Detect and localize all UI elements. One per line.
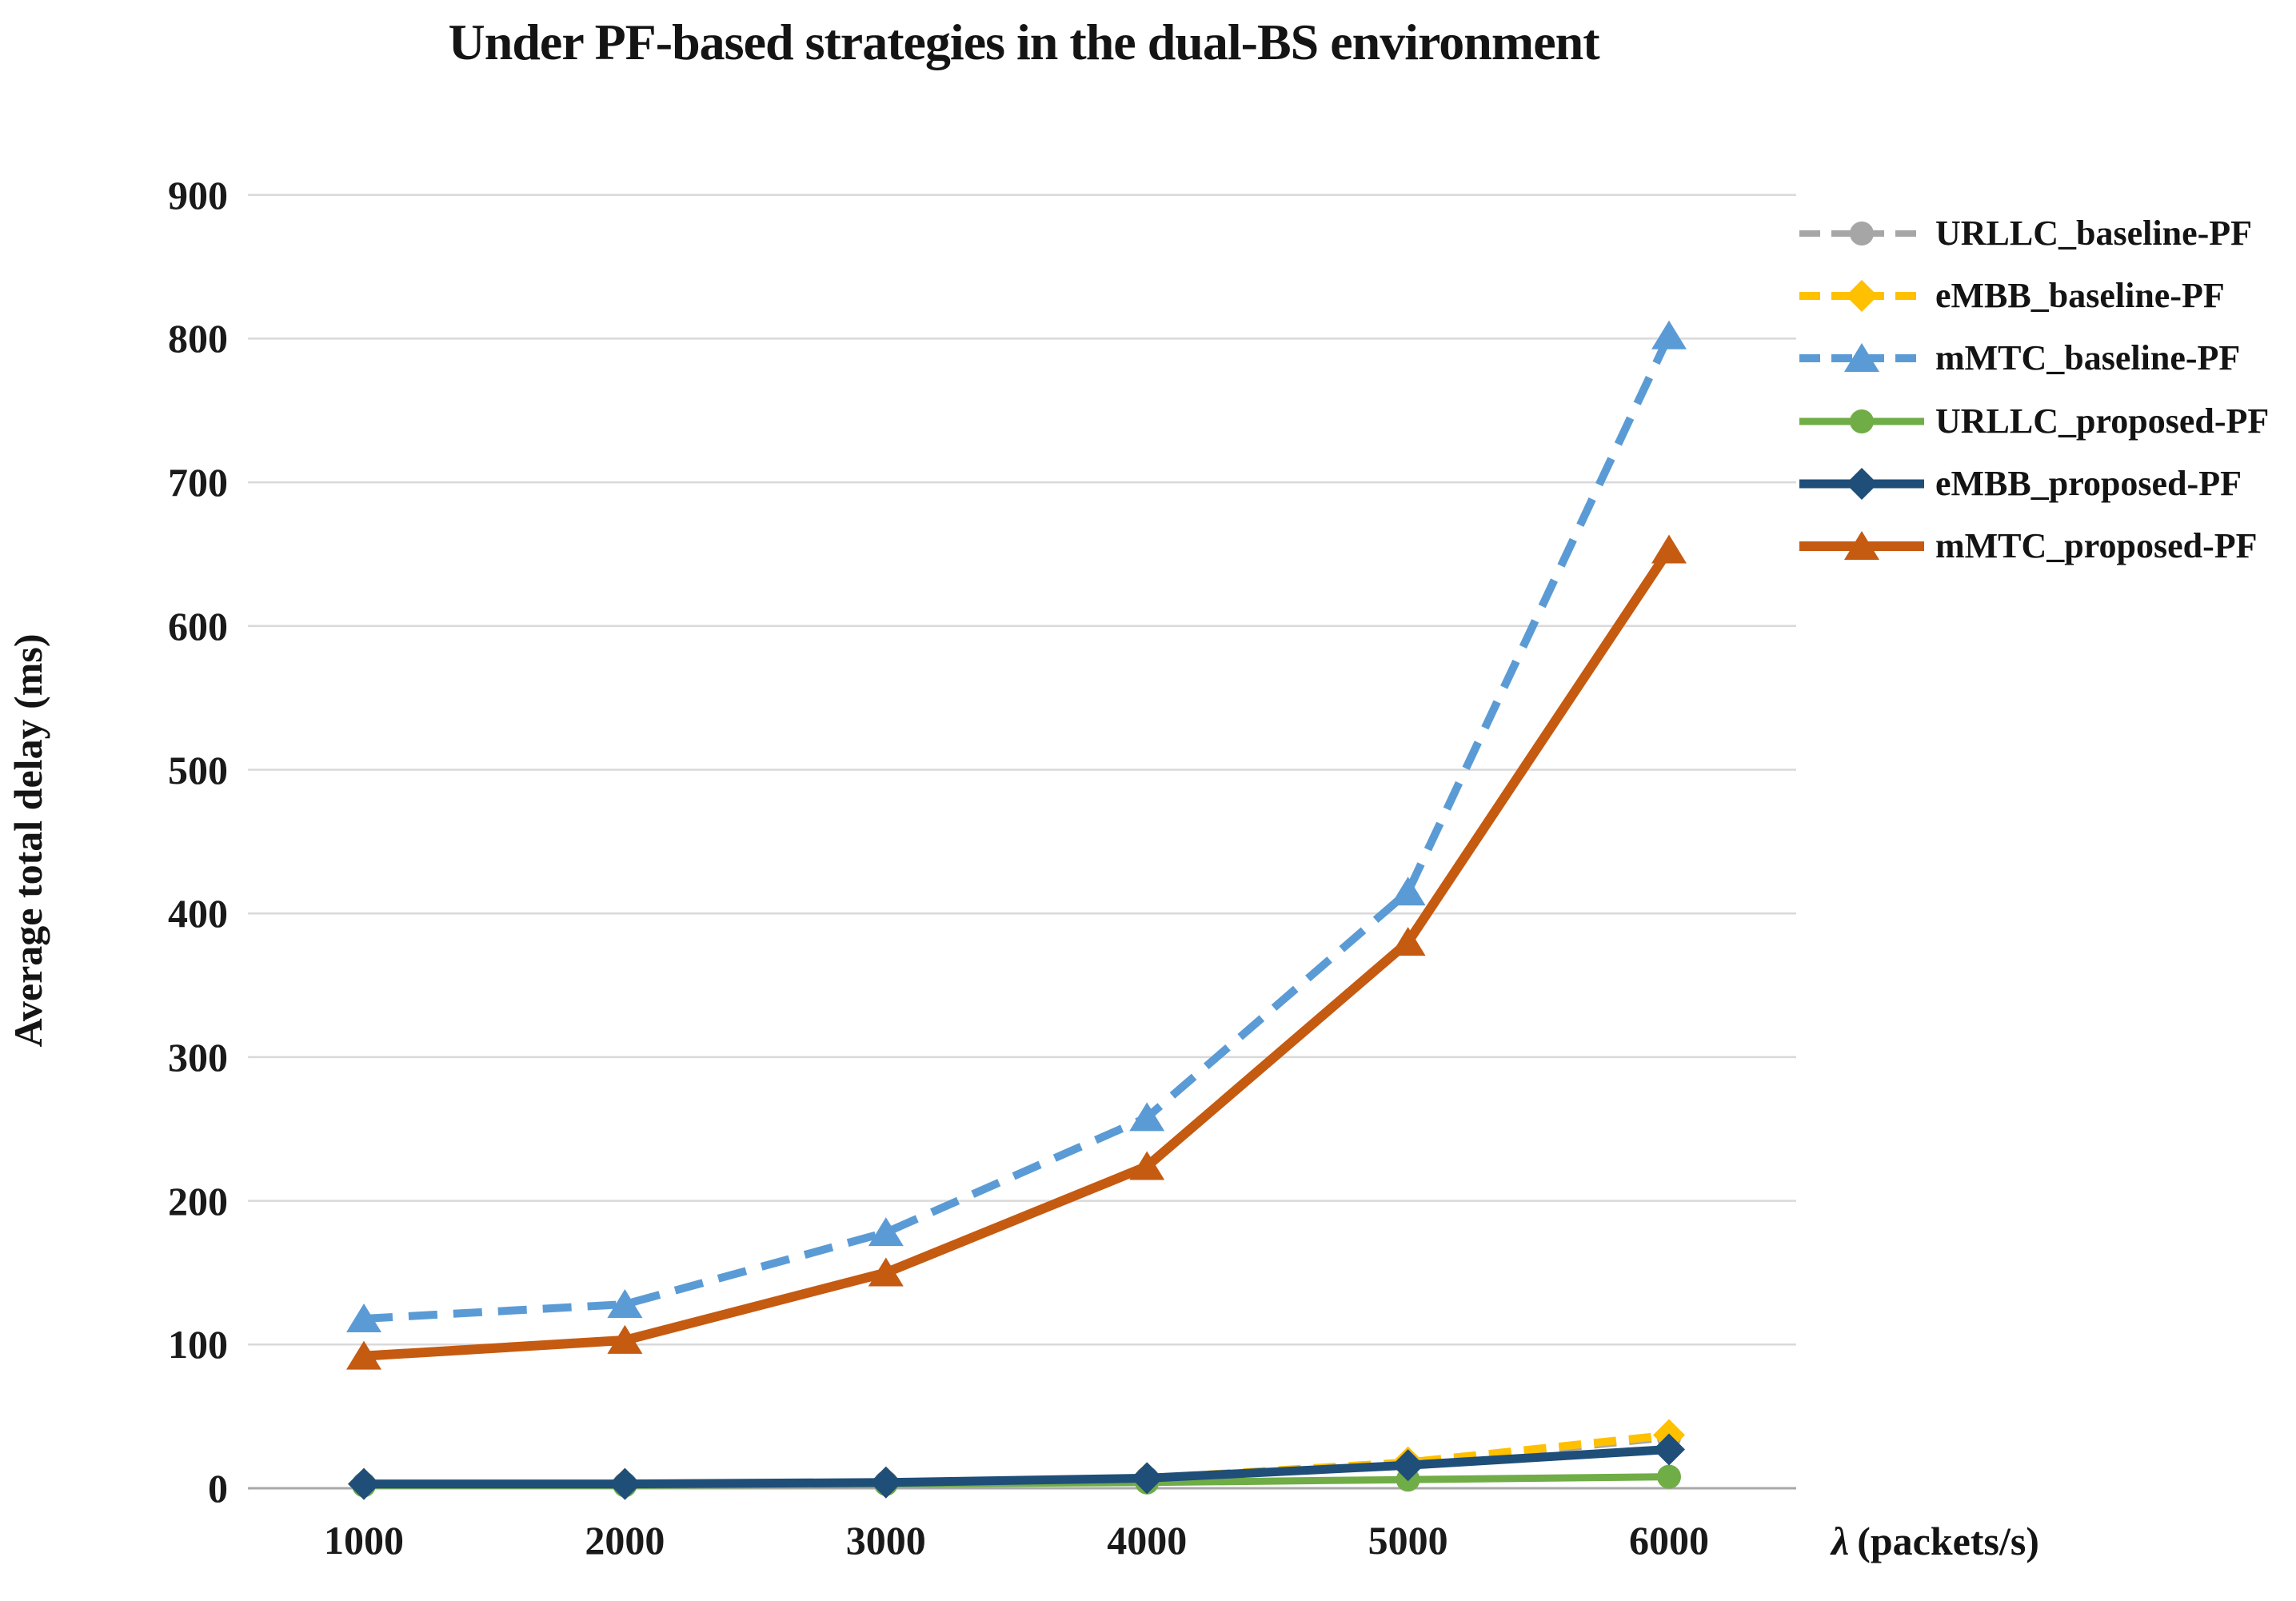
y-tick-label: 300 [168,1034,228,1080]
triangle-marker [1129,1102,1165,1132]
triangle-marker [1390,927,1426,956]
x-tick-label: 6000 [1629,1518,1709,1563]
triangle-marker [346,1340,381,1370]
series-line [363,333,1673,1323]
legend-label: eMBB_baseline-PF [1935,276,2225,315]
x-axis-unit: (packets/s) [1857,1519,2039,1563]
triangle-marker [1129,1151,1165,1180]
circle-marker [1850,222,1874,246]
circle-marker [1657,1464,1681,1489]
legend-swatch [1799,222,1924,246]
legend-label: mMTC_proposed-PF [1935,526,2258,565]
triangle-marker [868,1217,904,1247]
diamond-marker [1846,280,1878,312]
gridlines [248,194,1796,1490]
legend-swatch [1799,409,1924,433]
y-tick-label: 0 [208,1466,228,1511]
triangle-marker [607,1288,643,1318]
legend-label: mMTC_baseline-PF [1935,338,2241,377]
triangle-marker [1651,534,1687,564]
x-tick-label: 1000 [324,1518,404,1563]
diamond-marker [869,1466,902,1499]
legend-swatch [1799,468,1924,500]
triangle-marker [868,1257,904,1287]
lambda-symbol: λ [1831,1519,1850,1563]
x-tick-label: 4000 [1107,1518,1188,1563]
series-line [363,547,1673,1361]
y-tick-label: 400 [168,891,228,936]
chart-title: Under PF-based strategies in the dual-BS… [448,14,1600,70]
diamond-marker [1392,1449,1424,1482]
x-tick-label: 2000 [585,1518,665,1563]
diamond-marker [1653,1433,1685,1466]
diamond-marker [1846,468,1878,500]
triangle-marker [1651,320,1687,349]
legend-label: eMBB_proposed-PF [1935,464,2242,503]
y-tick-label: 800 [168,316,228,361]
legend-swatch [1799,531,1924,560]
y-tick-label: 900 [168,172,228,218]
y-tick-label: 600 [168,603,228,649]
legend-swatch [1799,280,1924,312]
legend-label: URLLC_baseline-PF [1935,214,2252,253]
circle-marker [1850,409,1874,433]
x-tick-label: 3000 [845,1518,926,1563]
diamond-marker [609,1467,641,1500]
y-tick-label: 200 [168,1178,228,1224]
diamond-marker [1131,1462,1164,1495]
legend-swatch [1799,343,1924,372]
series-eMBB_proposed-PF [348,1433,1685,1500]
y-tick-label: 100 [168,1322,228,1367]
y-tick-label: 700 [168,460,228,505]
series-mMTC_baseline-PF [346,320,1687,1332]
diamond-marker [348,1467,380,1500]
triangle-marker [1390,876,1426,906]
triangle-marker [1844,531,1879,560]
triangle-marker [607,1324,643,1354]
legend-label: URLLC_proposed-PF [1935,401,2270,441]
x-axis-title: λ (packets/s) [1831,1518,2279,1564]
y-tick-label: 500 [168,747,228,793]
triangle-marker [1844,343,1879,372]
x-tick-label: 5000 [1368,1518,1448,1563]
series-mMTC_proposed-PF [346,534,1687,1370]
series-line [364,1444,1670,1489]
triangle-marker [346,1303,381,1332]
